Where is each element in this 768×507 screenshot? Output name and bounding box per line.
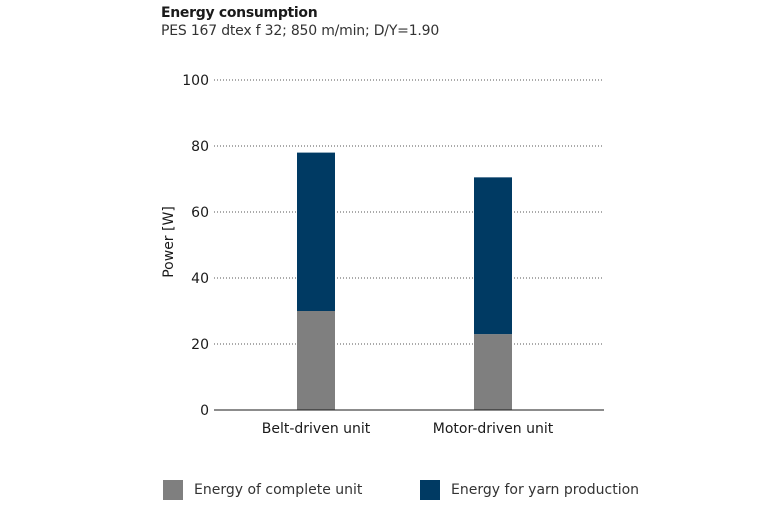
x-category-label: Belt-driven unit <box>262 421 371 437</box>
y-axis-ticks: 0 20 40 60 80 100 <box>182 73 209 419</box>
bar-complete-unit-1 <box>474 334 512 410</box>
y-tick-label: 60 <box>191 205 209 221</box>
gridlines <box>214 79 604 345</box>
bar-yarn-production-0 <box>297 152 335 311</box>
y-tick-label: 20 <box>191 337 209 353</box>
x-axis-categories: Belt-driven unit Motor-driven unit <box>262 421 554 437</box>
y-tick-label: 80 <box>191 139 209 155</box>
legend-label-complete-unit: Energy of complete unit <box>194 482 363 498</box>
legend-item-yarn-production: Energy for yarn production <box>420 480 639 500</box>
chart-subtitle: PES 167 dtex f 32; 850 m/min; D/Y=1.90 <box>161 23 440 39</box>
legend-swatch-yarn-production <box>420 480 440 500</box>
y-tick-label: 40 <box>191 271 209 287</box>
chart-title: Energy consumption <box>161 5 318 21</box>
legend-label-yarn-production: Energy for yarn production <box>451 482 640 498</box>
bars <box>297 152 512 410</box>
bar-complete-unit-0 <box>297 311 335 410</box>
legend-item-complete-unit: Energy of complete unit <box>163 480 362 500</box>
bar-yarn-production-1 <box>474 177 512 335</box>
y-tick-label: 100 <box>182 73 209 89</box>
x-category-label: Motor-driven unit <box>433 421 554 437</box>
legend-swatch-complete-unit <box>163 480 183 500</box>
y-axis-label: Power [W] <box>161 206 177 278</box>
y-tick-label: 0 <box>200 403 209 419</box>
